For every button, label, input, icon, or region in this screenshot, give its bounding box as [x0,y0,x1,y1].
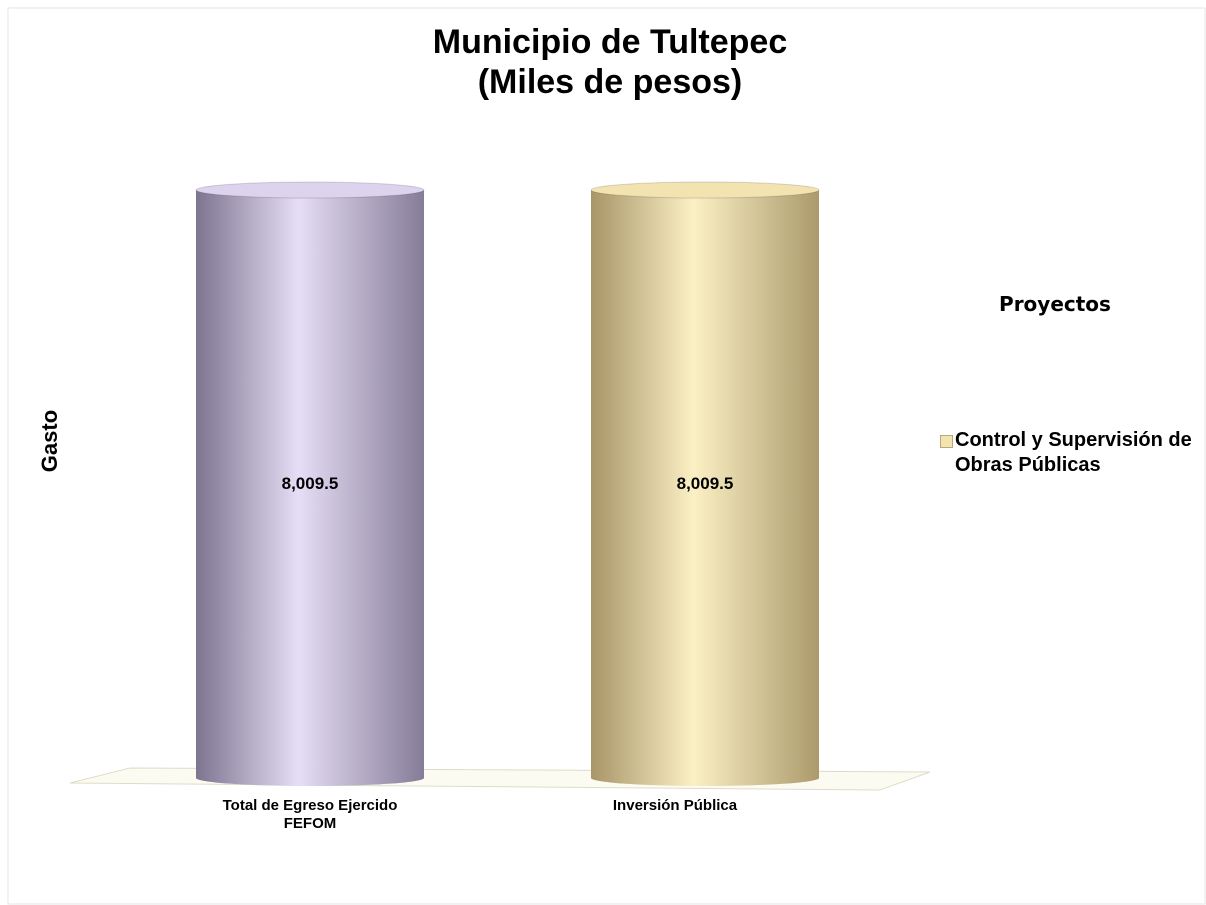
bar [195,181,425,786]
legend-swatch [940,435,953,448]
x-tick-label: Total de Egreso Ejercido FEFOM [222,797,398,832]
bar [590,181,820,786]
legend-title: Proyectos [999,292,1111,316]
x-tick-label: Inversión Pública [612,797,738,814]
y-axis-label: Gasto [37,409,62,473]
value-label: 8,009.5 [676,474,734,493]
legend-label: Control y Supervisión de Obras Públicas [955,429,1192,476]
chart-border [7,7,1206,905]
chart-title: Municipio de Tultepec (Miles de pesos) [432,23,788,101]
value-label: 8,009.5 [281,474,339,493]
